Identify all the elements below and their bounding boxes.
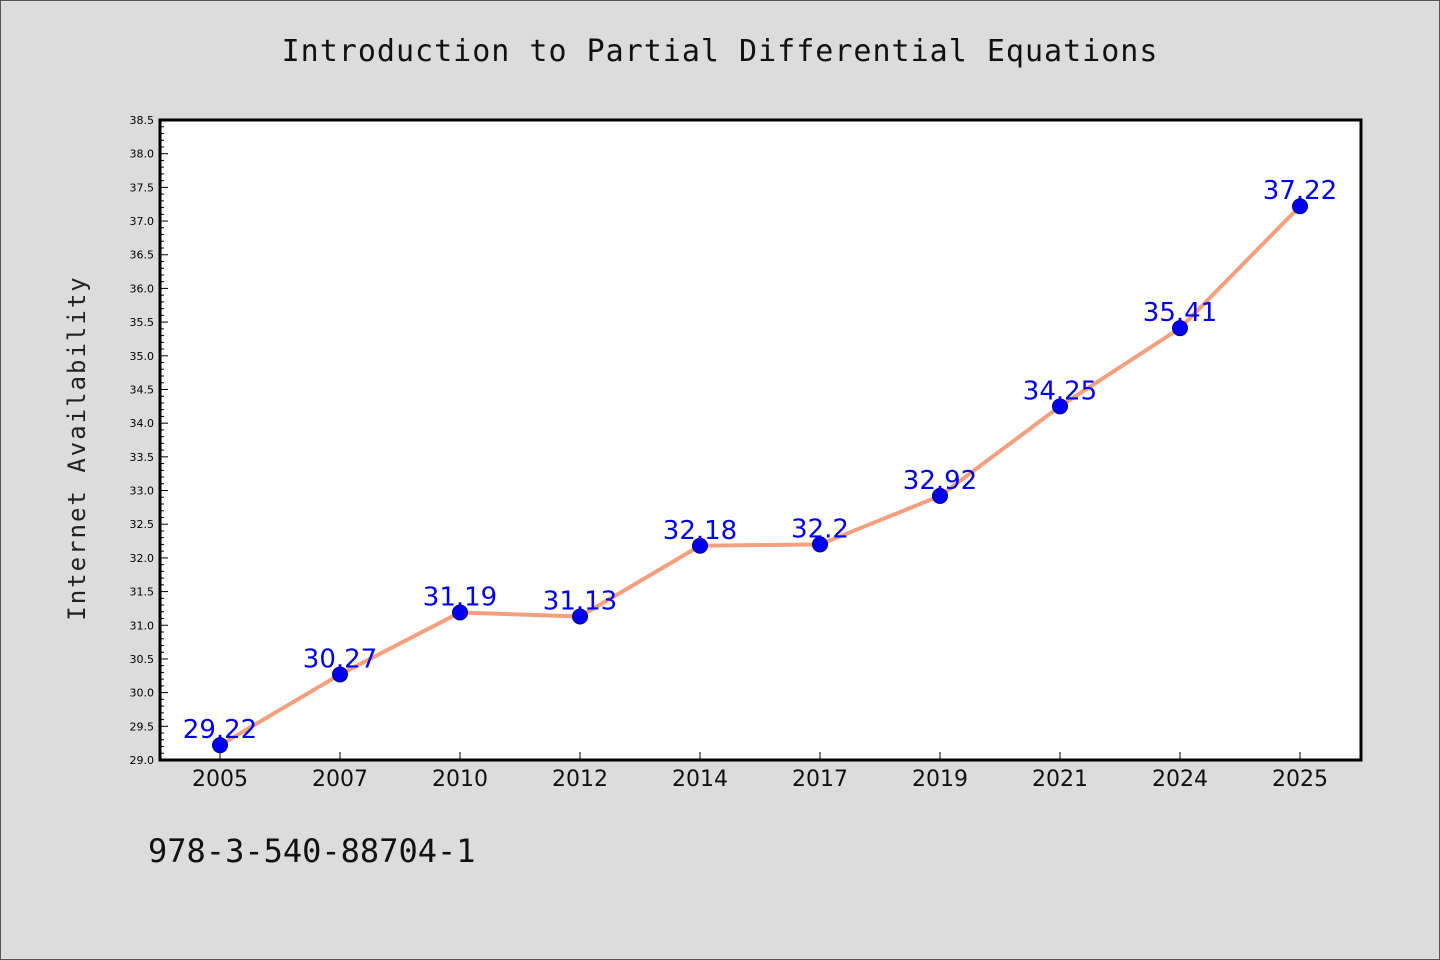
chart-title: Introduction to Partial Differential Equ… (281, 34, 1159, 69)
data-label: 32.2 (791, 514, 849, 544)
data-label: 29.22 (183, 715, 257, 745)
isbn-text: 978-3-540-88704-1 (148, 832, 476, 870)
y-tick-label: 30.5 (130, 653, 155, 666)
plot-layer: 29.0 29.5 30.0 30.5 31.0 31.5 32.0 32.5 33.0 33.5… (63, 114, 1363, 792)
y-tick-label: 37.5 (130, 181, 155, 194)
x-tick-label: 2025 (1272, 767, 1328, 792)
data-point (452, 604, 468, 621)
x-tick-label: 2017 (792, 767, 848, 792)
x-tick-label: 2012 (552, 767, 608, 792)
data-label: 32.18 (663, 516, 737, 546)
y-tick-label: 38.0 (130, 148, 155, 161)
y-tick-label: 36.5 (130, 249, 155, 262)
plot-area (158, 118, 1363, 762)
x-tick-label: 2014 (672, 767, 728, 792)
data-point (1292, 198, 1308, 215)
y-tick-label: 34.0 (130, 417, 155, 430)
y-tick-label: 35.0 (130, 350, 155, 363)
data-point (932, 487, 948, 504)
y-tick-label: 35.5 (130, 316, 155, 329)
data-point (1172, 320, 1188, 337)
series-line (218, 204, 1302, 747)
y-tick-label: 33.5 (130, 451, 155, 464)
y-tick-label: 31.5 (130, 586, 155, 599)
y-tick-label: 29.5 (130, 720, 155, 733)
y-tick-label: 32.5 (130, 518, 155, 531)
y-axis-label: Internet Availability (63, 275, 91, 620)
y-tick-label: 31.0 (130, 619, 155, 632)
data-label: 32.92 (903, 466, 977, 496)
data-point (1052, 398, 1068, 415)
y-tick-label: 37.0 (130, 215, 155, 228)
y-tick-label: 34.5 (130, 383, 155, 396)
y-tick-label: 38.5 (130, 114, 155, 127)
y-tick-label: 36.0 (130, 282, 155, 295)
x-tick-label: 2007 (312, 767, 368, 792)
data-label: 31.13 (543, 587, 617, 617)
y-tick-label: 29.0 (130, 754, 155, 767)
data-point (812, 536, 828, 553)
data-point (572, 608, 588, 625)
data-label: 35.41 (1143, 298, 1217, 328)
x-tick-label: 2010 (432, 767, 488, 792)
y-tick-label: 30.0 (130, 687, 155, 700)
x-tick-label: 2024 (1152, 767, 1208, 792)
y-tick-label: 33.0 (130, 485, 155, 498)
x-tick-label: 2005 (192, 767, 248, 792)
data-label: 30.27 (303, 644, 377, 674)
y-tick-label: 32.0 (130, 552, 155, 565)
x-tick-label: 2021 (1032, 767, 1088, 792)
data-label: 31.19 (423, 582, 497, 612)
data-point (692, 537, 708, 554)
data-label: 37.22 (1263, 176, 1337, 206)
data-point (332, 666, 348, 683)
data-point (212, 737, 228, 754)
data-label: 34.25 (1023, 376, 1097, 406)
x-tick-label: 2019 (912, 767, 968, 792)
